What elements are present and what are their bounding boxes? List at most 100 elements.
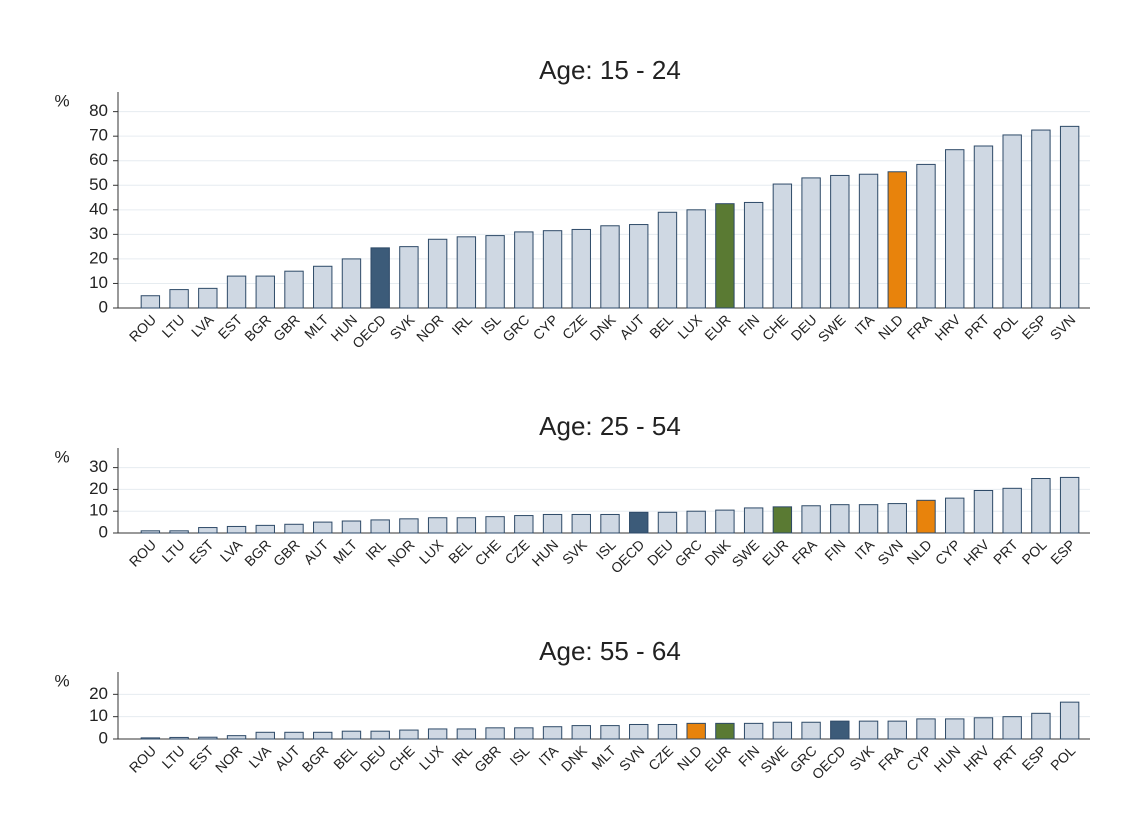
x-tick-label: MLT <box>301 311 332 342</box>
bar <box>226 525 247 534</box>
x-tick-label: PRT <box>961 311 992 342</box>
bar <box>542 726 563 740</box>
x-tick-label: LTU <box>159 742 188 771</box>
bar <box>600 513 620 534</box>
x-tick-label: NOR <box>384 536 417 569</box>
bar <box>284 270 304 309</box>
x-tick-label: BGR <box>241 311 274 344</box>
x-tick-label: BEL <box>646 311 676 341</box>
x-tick-label: ESP <box>1019 742 1050 773</box>
x-tick-label: FRA <box>875 742 907 774</box>
y-tick-label: 0 <box>99 522 108 541</box>
x-tick-label: OECD <box>608 536 648 576</box>
y-tick-label: 0 <box>99 728 108 747</box>
x-tick-label: ISL <box>506 742 532 768</box>
chart-title: Age: 55 - 64 <box>539 636 681 666</box>
y-tick-label: 70 <box>89 126 108 145</box>
bar <box>887 720 907 740</box>
x-tick-label: BEL <box>445 536 475 566</box>
bar <box>169 289 189 309</box>
x-tick-label: AUT <box>300 536 331 567</box>
x-tick-label: DNK <box>701 536 734 569</box>
bar <box>255 524 275 534</box>
x-tick-label: LVA <box>217 536 246 565</box>
x-tick-label: PRT <box>990 742 1021 773</box>
bar <box>427 517 448 534</box>
bar <box>514 231 534 309</box>
x-tick-label: SVK <box>387 311 419 343</box>
bar <box>1031 129 1051 309</box>
x-tick-label: FIN <box>735 311 762 338</box>
bar <box>916 163 936 309</box>
x-tick-label: CYP <box>903 742 935 774</box>
x-tick-label: DEU <box>357 742 389 774</box>
bar <box>686 722 706 740</box>
bar <box>226 275 247 309</box>
x-tick-label: ITA <box>851 311 877 337</box>
x-tick-label: BGR <box>241 536 274 569</box>
x-tick-label: IRL <box>448 311 475 338</box>
x-tick-label: HUN <box>931 742 964 775</box>
x-tick-label: CHE <box>759 311 791 343</box>
bar <box>456 728 477 740</box>
x-tick-label: LTU <box>159 311 188 340</box>
x-tick-label: GBR <box>471 742 504 775</box>
bar <box>715 203 735 309</box>
bar <box>743 201 764 309</box>
bar <box>715 722 735 740</box>
bar <box>140 295 161 309</box>
x-tick-label: DNK <box>587 311 620 344</box>
bar <box>801 177 821 309</box>
bar <box>255 731 275 740</box>
x-tick-label: DNK <box>558 742 591 775</box>
chart-title: Age: 15 - 24 <box>539 55 681 85</box>
bar <box>485 235 505 309</box>
x-tick-label: EST <box>186 536 217 567</box>
bar <box>916 718 936 740</box>
x-tick-label: EST <box>186 742 217 773</box>
bar <box>945 497 965 534</box>
x-tick-label: SVN <box>616 742 648 774</box>
x-tick-label: POL <box>1047 742 1078 773</box>
bar <box>743 507 764 534</box>
bar <box>169 530 189 534</box>
x-tick-label: ROU <box>126 536 159 569</box>
chart-title: Age: 25 - 54 <box>539 411 681 441</box>
bar <box>600 225 620 309</box>
bar <box>456 236 477 309</box>
bar <box>571 513 591 534</box>
x-tick-label: LUX <box>416 742 447 773</box>
bar <box>973 490 994 534</box>
x-tick-label: HRV <box>960 536 993 569</box>
bar <box>1031 712 1051 740</box>
x-tick-label: LUX <box>416 536 447 567</box>
bar <box>341 258 362 309</box>
y-tick-label: 80 <box>89 101 108 120</box>
bar <box>629 511 649 534</box>
x-tick-label: NOR <box>413 311 446 344</box>
bar <box>399 246 419 309</box>
bar <box>973 145 994 309</box>
bar <box>743 722 764 740</box>
bar <box>571 725 591 740</box>
bar <box>456 517 477 534</box>
bar <box>686 510 706 534</box>
x-tick-label: OECD <box>349 311 389 351</box>
x-tick-label: EST <box>215 311 246 342</box>
bar <box>198 287 218 309</box>
bar <box>887 503 907 534</box>
bar <box>772 183 793 309</box>
x-tick-label: SWE <box>815 311 849 345</box>
bar <box>1059 125 1080 309</box>
bar <box>341 520 362 534</box>
x-tick-label: ITA <box>851 536 877 562</box>
x-tick-label: PRT <box>990 536 1021 567</box>
y-tick-label: 30 <box>89 224 108 243</box>
bar <box>140 737 161 740</box>
bar <box>1059 476 1080 534</box>
x-tick-label: HRV <box>931 311 964 344</box>
x-tick-label: AUT <box>616 311 647 342</box>
bar <box>370 247 390 309</box>
bar <box>1002 716 1022 740</box>
y-tick-label: 60 <box>89 150 108 169</box>
